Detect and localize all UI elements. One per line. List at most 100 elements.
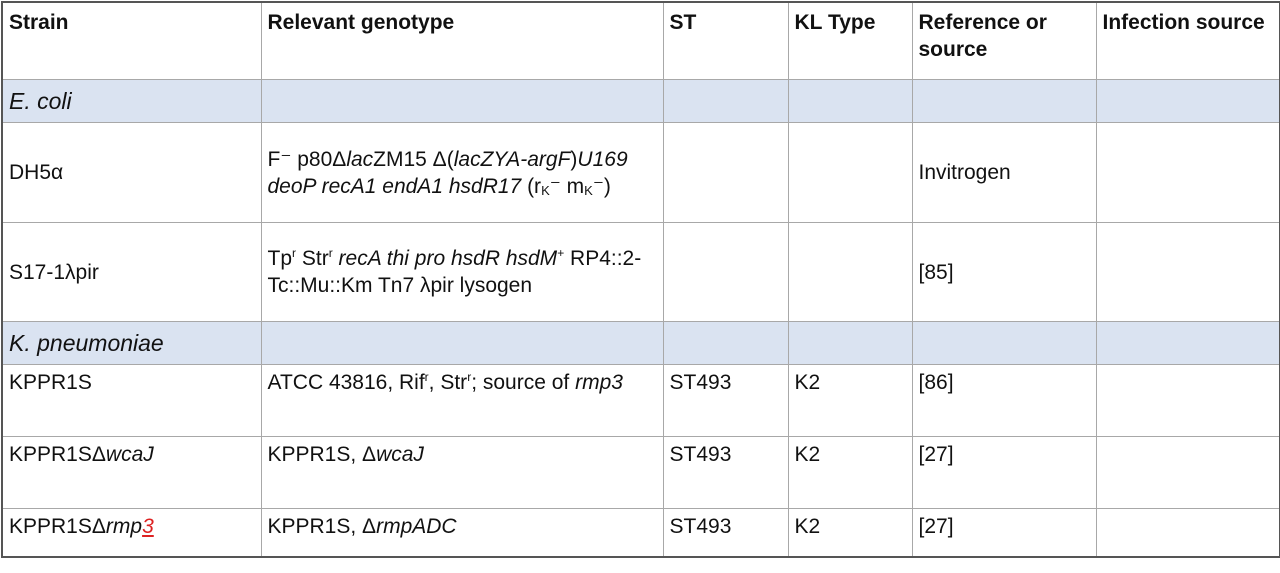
text-run: Tp	[267, 247, 293, 270]
text-run: K	[584, 182, 593, 198]
empty-cell	[787, 79, 913, 123]
section-row: E. coli	[1, 79, 1280, 123]
table-cell: K2	[787, 436, 913, 509]
empty-cell	[662, 321, 789, 365]
table-cell	[1095, 222, 1280, 322]
table-cell	[1095, 436, 1280, 509]
text-run: [27]	[918, 515, 954, 538]
table-cell	[662, 222, 789, 322]
text-run: r	[328, 246, 333, 260]
empty-cell	[260, 321, 664, 365]
empty-cell	[1095, 321, 1280, 365]
text-run: ; source of	[471, 371, 576, 394]
section-label: K. pneumoniae	[1, 321, 262, 365]
table-cell: DH5α	[1, 122, 262, 223]
empty-cell	[662, 79, 789, 123]
text-run: U169 deoP recA1 endA1 hsdR17	[267, 147, 628, 198]
section-row: K. pneumoniae	[1, 321, 1280, 365]
table-cell: Tpr Strr recA thi pro hsdR hsdM+ RP4::2-…	[260, 222, 664, 322]
column-header: Strain	[1, 1, 262, 80]
data-row: KPPR1S ATCC 43816, Rifr, Strr; source of …	[1, 364, 1280, 437]
text-run: KPPR1S, Δ	[267, 515, 377, 538]
text-run: KPPR1S, Δ	[267, 443, 377, 466]
column-header: KL Type	[787, 1, 913, 80]
table-cell: [85]	[911, 222, 1097, 322]
text-run: K2	[794, 371, 821, 394]
table-cell: ST493	[662, 364, 789, 437]
text-run: rmpADC	[376, 515, 457, 538]
text-run: lacZYA-argF	[453, 147, 571, 171]
table-body: E. coli DH5α F⁻ p80ΔlacZM15 Δ(lacZYA-argF)…	[1, 79, 1280, 558]
text-run: r	[424, 370, 429, 384]
empty-cell	[787, 321, 913, 365]
text-run: ⁻ m	[549, 174, 585, 198]
text-run: rmp	[105, 515, 143, 538]
table-cell	[1095, 364, 1280, 437]
text-run: K2	[794, 443, 821, 466]
text-run: Str	[296, 247, 329, 270]
empty-cell	[260, 79, 664, 123]
table-cell	[787, 222, 913, 322]
table-cell: ST493	[662, 436, 789, 509]
table-cell: S17-1λpir	[1, 222, 262, 322]
text-run: KPPR1SΔ	[9, 443, 106, 466]
text-run: +	[557, 246, 565, 260]
text-run: (r	[521, 174, 542, 198]
table-cell: KPPR1S, ΔwcaJ	[260, 436, 664, 509]
text-run: wcaJ	[376, 443, 424, 466]
text-run: ⁻)	[592, 174, 611, 198]
empty-cell	[911, 79, 1097, 123]
text-run: DH5α	[9, 161, 64, 184]
reference-link[interactable]: 3	[142, 515, 154, 538]
text-run: recA thi pro hsdR hsdM	[338, 247, 558, 270]
text-run: rmp3	[575, 371, 623, 394]
text-run: ATCC 43816, Rif	[267, 371, 425, 394]
text-run: [85]	[918, 260, 954, 284]
table-cell: Invitrogen	[911, 122, 1097, 223]
data-row: KPPR1SΔrmp3 KPPR1S, ΔrmpADC ST493 K2 [27]	[1, 508, 1280, 558]
text-run: wcaJ	[105, 443, 154, 466]
text-run: K2	[794, 515, 821, 538]
text-run: ST493	[669, 515, 732, 538]
table-cell	[787, 122, 913, 223]
table-cell: KPPR1S	[1, 364, 262, 437]
column-header: Relevant genotype	[260, 1, 664, 80]
text-run: , Str	[428, 371, 468, 394]
text-run: ZM15 Δ(	[373, 147, 454, 171]
text-run: lac	[346, 147, 374, 171]
text-run: KPPR1S	[9, 371, 92, 394]
text-run: RP4::2-Tc::Mu::Km Tn7 λpir lysogen	[267, 247, 642, 297]
strain-table: Strain Relevant genotype ST KL Type Referenc…	[1, 1, 1280, 558]
column-header: Infection source	[1095, 1, 1280, 80]
text-run: )	[570, 147, 578, 171]
table-cell: F⁻ p80ΔlacZM15 Δ(lacZYA-argF)U169 deoP r…	[260, 122, 664, 223]
empty-cell	[1095, 79, 1280, 123]
table-cell: K2	[787, 364, 913, 437]
table-cell: ST493	[662, 508, 789, 558]
text-run: E. coli	[9, 87, 72, 114]
table-cell: ATCC 43816, Rifr, Strr; source of rmp3	[260, 364, 664, 437]
text-run: [27]	[918, 443, 954, 466]
table-cell: KPPR1SΔwcaJ	[1, 436, 262, 509]
data-row: S17-1λpir Tpr Strr recA thi pro hsdR hsdM…	[1, 222, 1280, 322]
text-run: [86]	[918, 371, 954, 394]
text-run: Invitrogen	[918, 161, 1011, 184]
section-label: E. coli	[1, 79, 262, 123]
table-cell: [86]	[911, 364, 1097, 437]
text-run: K. pneumoniae	[9, 329, 164, 356]
column-header: ST	[662, 1, 789, 80]
text-run: S17-1λpir	[9, 260, 99, 284]
header-row: Strain Relevant genotype ST KL Type Referenc…	[1, 1, 1280, 80]
table-cell	[1095, 508, 1280, 558]
data-row: KPPR1SΔwcaJ KPPR1S, ΔwcaJ ST493 K2 [27]	[1, 436, 1280, 509]
text-run: r	[467, 370, 472, 384]
text-run: KPPR1SΔ	[9, 515, 106, 538]
table-cell: [27]	[911, 508, 1097, 558]
text-run: r	[292, 246, 297, 260]
data-row: DH5α F⁻ p80ΔlacZM15 Δ(lacZYA-argF)U169 de…	[1, 122, 1280, 223]
column-header: Reference or source	[911, 1, 1097, 80]
table-cell: K2	[787, 508, 913, 558]
table-cell: KPPR1SΔrmp3	[1, 508, 262, 558]
table-cell: KPPR1S, ΔrmpADC	[260, 508, 664, 558]
